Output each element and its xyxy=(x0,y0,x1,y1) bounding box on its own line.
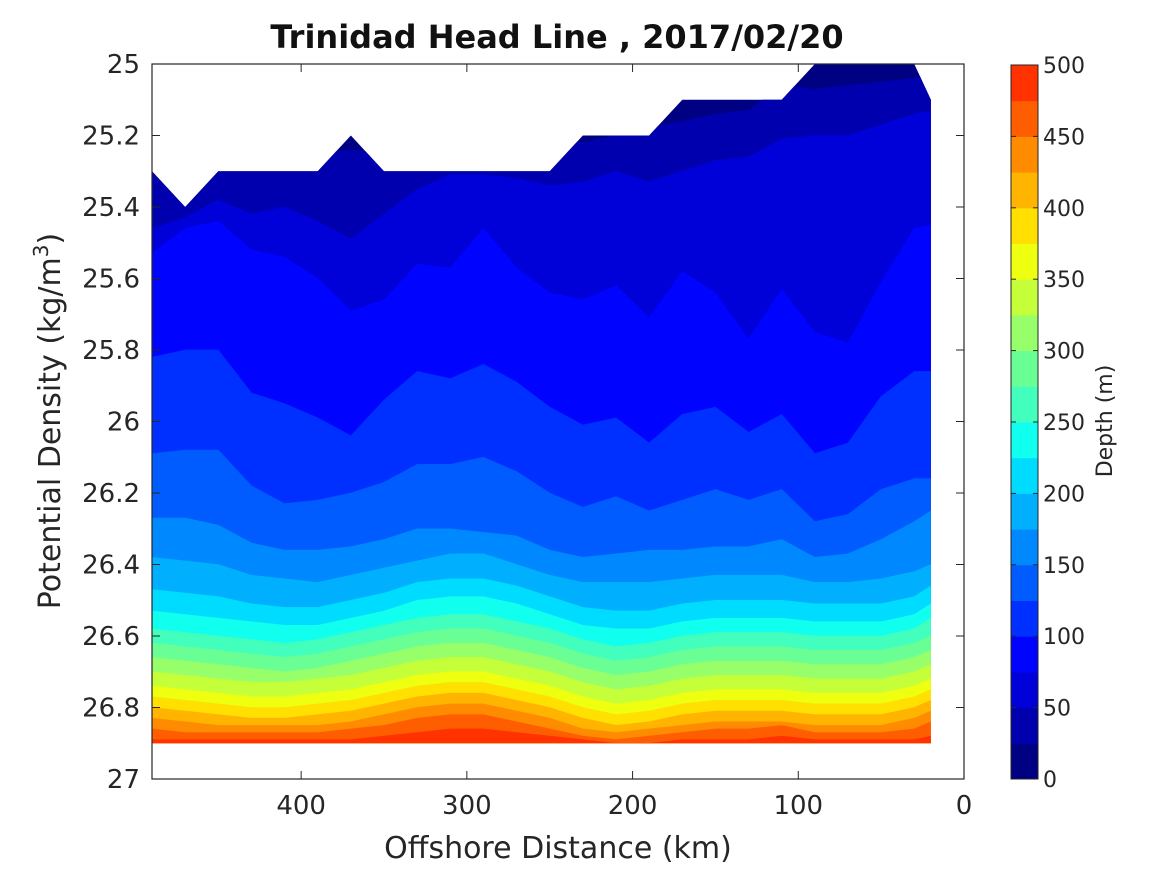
colorbar-segment xyxy=(1011,493,1038,530)
x-axis: 400 300 200 100 0 xyxy=(276,64,972,821)
colorbar-tick-label: 450 xyxy=(1043,125,1085,150)
colorbar-segment xyxy=(1011,636,1038,673)
plot-area: 400 300 200 100 0 25 25.2 25.4 25.6 25.8 26 26.2 26… xyxy=(82,50,972,821)
x-axis-label: Offshore Distance (km) xyxy=(384,831,732,866)
contour-fill-layer xyxy=(152,64,931,744)
colorbar-segment xyxy=(1011,600,1038,637)
y-tick-label: 26.8 xyxy=(82,694,140,724)
colorbar-segment xyxy=(1011,671,1038,709)
y-axis-label: Potential Density (kg/m3) xyxy=(29,233,68,609)
colorbar-segment xyxy=(1011,707,1038,744)
y-tick-label: 26.6 xyxy=(82,622,140,652)
colorbar-segment xyxy=(1011,422,1038,459)
colorbar-segment xyxy=(1011,207,1038,244)
colorbar-segment xyxy=(1011,743,1038,780)
y-tick-label: 26 xyxy=(107,408,140,438)
colorbar-segment xyxy=(1011,172,1038,209)
colorbar-tick-label: 300 xyxy=(1043,340,1085,365)
colorbar-tick-label: 100 xyxy=(1043,625,1085,650)
colorbar-segment xyxy=(1011,314,1038,352)
colorbar-tick-label: 0 xyxy=(1043,768,1057,793)
x-tick-label: 0 xyxy=(956,791,973,821)
colorbar-segment xyxy=(1011,65,1038,102)
x-tick-label: 100 xyxy=(773,791,823,821)
x-tick-label: 400 xyxy=(276,791,326,821)
y-tick-label: 25.6 xyxy=(82,265,140,295)
colorbar-tick-label: 250 xyxy=(1043,411,1085,436)
colorbar-segment xyxy=(1011,243,1038,280)
chart-title: Trinidad Head Line , 2017/02/20 xyxy=(270,18,843,56)
colorbar-segment xyxy=(1011,457,1038,494)
x-tick-label: 200 xyxy=(608,791,658,821)
colorbar-segment xyxy=(1011,529,1038,566)
colorbar-tick-label: 350 xyxy=(1043,268,1085,293)
colorbar-tick-label: 50 xyxy=(1043,697,1071,722)
x-tick-label: 300 xyxy=(442,791,492,821)
colorbar-segment xyxy=(1011,279,1038,316)
colorbar-tick-label: 500 xyxy=(1043,54,1085,79)
y-tick-label: 25.2 xyxy=(82,122,140,152)
colorbar-label: Depth (m) xyxy=(1093,365,1118,478)
colorbar-tick-label: 150 xyxy=(1043,554,1085,579)
contour-band-19 xyxy=(152,728,931,744)
colorbar-segment xyxy=(1011,136,1038,173)
y-tick-label: 25 xyxy=(107,50,140,80)
colorbar-tick-label: 400 xyxy=(1043,197,1085,222)
y-tick-label: 27 xyxy=(107,765,140,795)
colorbar-segment xyxy=(1011,386,1038,423)
colorbar-segment xyxy=(1011,350,1038,387)
y-tick-label: 26.2 xyxy=(82,479,140,509)
colorbar-segment xyxy=(1011,100,1038,137)
colorbar-segment xyxy=(1011,564,1038,601)
y-axis: 25 25.2 25.4 25.6 25.8 26 26.2 26.4 26.6 26.8 27 xyxy=(82,50,964,795)
contour-band-18 xyxy=(152,714,931,744)
colorbar-tick-label: 200 xyxy=(1043,482,1085,507)
colorbar: 0 50 100 150 200 250 300 350 400 450 500 xyxy=(1010,54,1085,793)
y-tick-label: 25.8 xyxy=(82,336,140,366)
y-tick-label: 25.4 xyxy=(82,193,140,223)
y-tick-label: 26.4 xyxy=(82,551,140,581)
